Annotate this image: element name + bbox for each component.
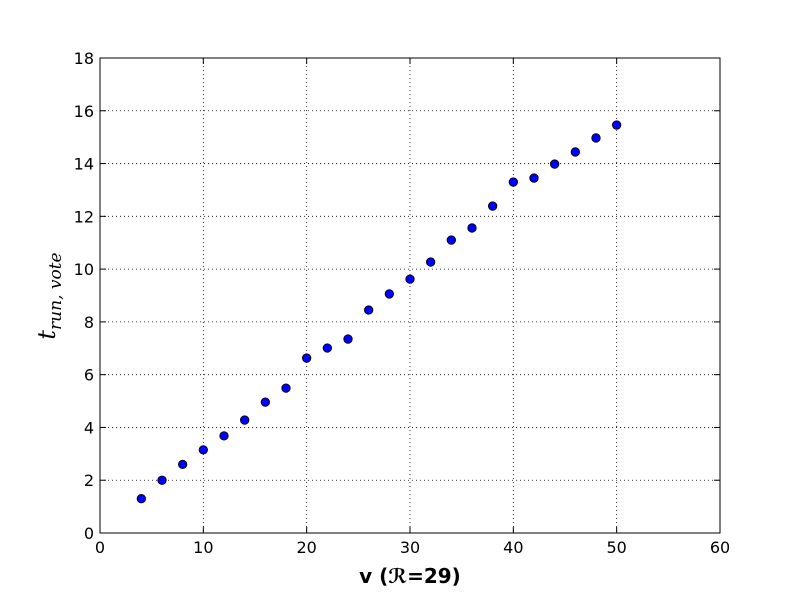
point	[488, 201, 498, 211]
point	[322, 343, 332, 353]
point	[591, 133, 601, 143]
x-tick-label: 0	[95, 538, 105, 557]
point	[198, 445, 208, 455]
point	[178, 459, 188, 470]
x-tick-label: 50	[606, 538, 626, 557]
point	[550, 159, 560, 169]
point	[384, 289, 394, 299]
plot-area	[100, 58, 720, 533]
point	[446, 235, 456, 245]
point	[219, 431, 229, 441]
x-tick-label: 40	[503, 538, 523, 557]
y-tick-label: 18	[74, 49, 94, 68]
point	[570, 147, 580, 157]
y-tick-label: 6	[84, 366, 94, 385]
plot-layer	[99, 57, 721, 534]
point	[343, 334, 353, 344]
y-axis-label-subscript: run, vote	[46, 252, 66, 330]
y-tick-label: 0	[84, 524, 94, 543]
y-tick-label: 10	[74, 260, 94, 279]
point	[136, 494, 146, 504]
x-tick-label: 10	[193, 538, 213, 557]
point	[240, 415, 250, 425]
y-axis-label: trun, vote	[33, 252, 66, 339]
point	[508, 177, 518, 187]
y-tick-label: 2	[84, 471, 94, 490]
point	[612, 120, 622, 130]
x-tick-label: 30	[400, 538, 420, 557]
x-axis-label: v (ℛ=29)	[359, 564, 461, 588]
y-tick-label: 4	[84, 418, 94, 437]
point	[157, 475, 167, 485]
point	[281, 383, 291, 393]
point	[260, 397, 270, 407]
x-tick-label: 20	[296, 538, 316, 557]
point	[405, 274, 415, 284]
point	[467, 223, 477, 233]
plot-frame	[99, 57, 721, 534]
point	[426, 257, 436, 267]
point	[529, 173, 539, 183]
y-tick-label: 16	[74, 102, 94, 121]
y-axis-label-main: t	[33, 330, 61, 340]
point	[364, 305, 374, 315]
point	[302, 353, 312, 363]
x-tick-label: 60	[710, 538, 730, 557]
y-tick-label: 8	[84, 313, 94, 332]
y-tick-label: 14	[74, 155, 94, 174]
y-tick-label: 12	[74, 207, 94, 226]
